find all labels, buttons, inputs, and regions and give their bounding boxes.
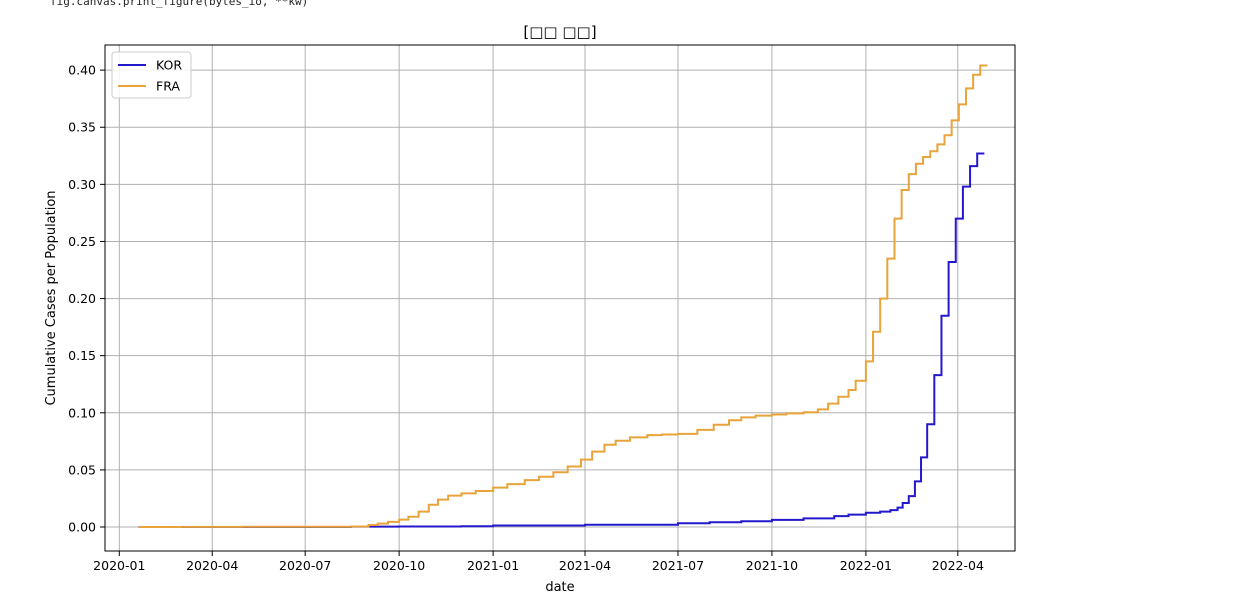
y-tick-label: 0.25 <box>68 234 96 249</box>
x-tick-label: 2022-04 <box>932 558 984 573</box>
legend-label-fra: FRA <box>156 79 180 94</box>
y-tick-label: 0.35 <box>68 120 96 135</box>
series-line-kor <box>138 152 985 529</box>
y-tick-label: 0.30 <box>68 177 96 192</box>
y-axis-ticks: 0.00 0.05 0.10 0.15 0.20 0.25 0.30 0.35 0.40 <box>68 63 105 535</box>
x-axis-ticks: 2020-01 2020-04 2020-07 2020-10 2021-01 2021-… <box>93 551 984 573</box>
x-axis-label: date <box>545 580 574 595</box>
y-tick-label: 0.40 <box>68 63 96 78</box>
y-tick-label: 0.05 <box>68 462 96 477</box>
x-tick-label: 2022-01 <box>840 558 892 573</box>
x-tick-label: 2021-07 <box>652 558 704 573</box>
code-snippet-text: fig.canvas.print_figure(bytes_io, **kw) <box>50 0 309 8</box>
legend-label-kor: KOR <box>156 58 182 73</box>
x-tick-label: 2020-10 <box>373 558 425 573</box>
y-tick-label: 0.15 <box>68 348 96 363</box>
plot-series <box>138 64 988 529</box>
x-tick-label: 2021-01 <box>467 558 519 573</box>
y-tick-label: 0.10 <box>68 405 96 420</box>
legend: KOR FRA <box>111 51 192 99</box>
x-tick-label: 2020-07 <box>279 558 331 573</box>
chart-title: [□□ □□] <box>523 23 596 41</box>
x-tick-label: 2021-10 <box>746 558 798 573</box>
y-axis-label: Cumulative Cases per Population <box>44 190 59 405</box>
grid-lines <box>105 45 1015 551</box>
x-tick-label: 2021-04 <box>559 558 611 573</box>
x-tick-label: 2020-04 <box>186 558 238 573</box>
x-tick-label: 2020-01 <box>93 558 145 573</box>
y-tick-label: 0.00 <box>68 520 96 535</box>
series-line-fra <box>138 64 988 529</box>
y-tick-label: 0.20 <box>68 291 96 306</box>
plot-frame <box>104 44 1016 552</box>
